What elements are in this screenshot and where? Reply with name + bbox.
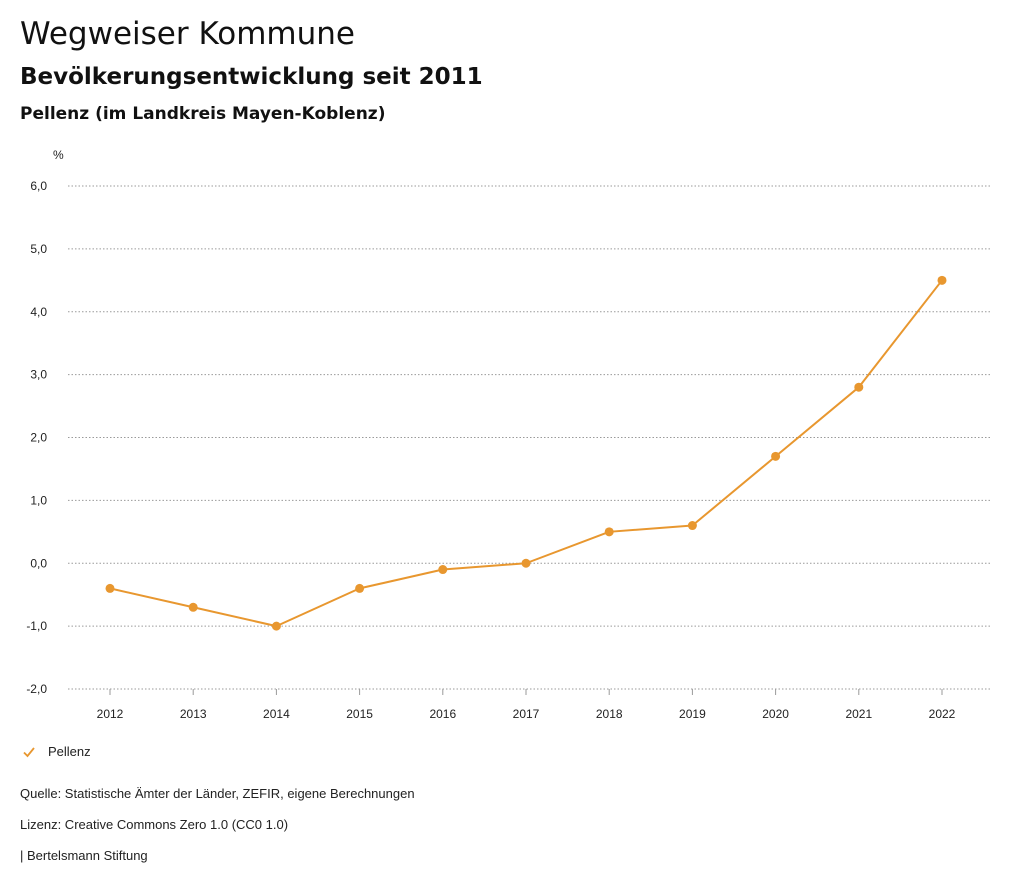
x-tick-label: 2018 <box>596 707 623 721</box>
check-icon <box>23 746 35 757</box>
y-axis-unit-label: % <box>53 148 64 162</box>
line-chart: % 6,0 5,0 4,0 3,0 2,0 1,0 0,0 -1,0 -2,0 2012 2013… <box>26 148 990 721</box>
y-tick-label: -2,0 <box>26 682 47 696</box>
y-tick-label: 4,0 <box>30 305 47 319</box>
page-title: Wegweiser Kommune <box>20 16 355 52</box>
y-tick-label: 6,0 <box>30 179 47 193</box>
data-point[interactable] <box>355 583 365 593</box>
y-tick-label: 0,0 <box>30 556 47 570</box>
x-tick-label: 2012 <box>97 707 124 721</box>
y-tick-label: 2,0 <box>30 431 47 445</box>
x-axis-ticks: 2012 2013 2014 2015 2016 2017 2018 2019 2020 2021… <box>97 689 956 721</box>
data-point[interactable] <box>771 451 781 461</box>
x-tick-label: 2015 <box>346 707 373 721</box>
publisher-note: | Bertelsmann Stiftung <box>20 848 148 863</box>
x-tick-label: 2020 <box>762 707 789 721</box>
license-note: Lizenz: Creative Commons Zero 1.0 (CC0 1… <box>20 817 289 832</box>
chart-place-label: Pellenz (im Landkreis Mayen-Koblenz) <box>20 104 386 124</box>
data-point[interactable] <box>937 275 947 285</box>
x-tick-label: 2017 <box>513 707 540 721</box>
y-axis-ticks: 6,0 5,0 4,0 3,0 2,0 1,0 0,0 -1,0 -2,0 <box>26 179 47 696</box>
data-point[interactable] <box>854 382 864 392</box>
data-point[interactable] <box>604 527 614 537</box>
legend[interactable]: Pellenz <box>22 744 91 759</box>
data-point[interactable] <box>188 602 198 612</box>
x-tick-label: 2022 <box>929 707 956 721</box>
y-tick-label: -1,0 <box>26 619 47 633</box>
x-tick-label: 2016 <box>429 707 456 721</box>
source-note: Quelle: Statistische Ämter der Länder, Z… <box>20 786 415 801</box>
x-tick-label: 2019 <box>679 707 706 721</box>
legend-label: Pellenz <box>48 744 91 759</box>
series-line <box>109 279 943 628</box>
x-tick-label: 2014 <box>263 707 290 721</box>
chart-subtitle: Bevölkerungsentwicklung seit 2011 <box>20 64 483 90</box>
data-point[interactable] <box>105 583 115 593</box>
y-tick-label: 5,0 <box>30 242 47 256</box>
data-point[interactable] <box>271 621 281 631</box>
data-point[interactable] <box>438 565 448 575</box>
y-tick-label: 1,0 <box>30 493 47 507</box>
x-tick-label: 2021 <box>845 707 872 721</box>
y-tick-label: 3,0 <box>30 368 47 382</box>
series-pellenz <box>105 275 947 631</box>
x-tick-label: 2013 <box>180 707 207 721</box>
grid-lines <box>68 185 990 690</box>
data-point[interactable] <box>521 558 531 568</box>
data-point[interactable] <box>687 521 697 531</box>
